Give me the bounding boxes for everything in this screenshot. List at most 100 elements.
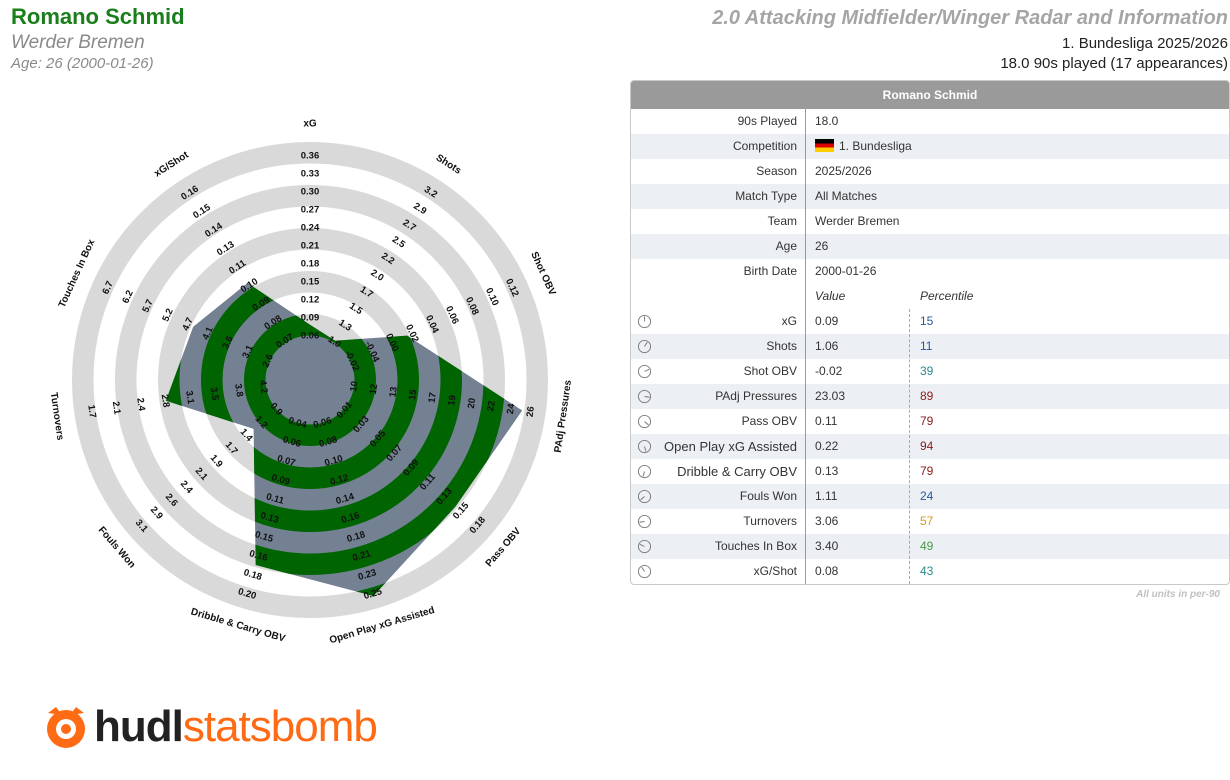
radar-tick-label: 20 bbox=[466, 397, 478, 409]
radar-tick-label: 2.4 bbox=[178, 479, 195, 497]
radar-axis-label: Shots bbox=[434, 152, 464, 177]
metric-label: Pass OBV bbox=[741, 414, 797, 428]
radar-tick-label: 2.1 bbox=[110, 401, 123, 416]
germany-flag-icon bbox=[815, 139, 834, 152]
metric-value: 0.22 bbox=[815, 439, 839, 453]
metric-percentile: 79 bbox=[920, 414, 934, 428]
radar-tick-label: 0.14 bbox=[335, 491, 357, 507]
metric-percentile: 89 bbox=[920, 389, 934, 403]
metric-label: Shots bbox=[766, 339, 797, 353]
radar-axis-label: Shot OBV bbox=[528, 250, 557, 297]
dial-icon bbox=[637, 389, 652, 404]
metric-percentile: 79 bbox=[920, 464, 934, 478]
logo-text-statsbomb: statsbomb bbox=[182, 702, 378, 751]
metric-label: Shot OBV bbox=[743, 364, 797, 378]
radar-tick-label: 0.33 bbox=[301, 169, 320, 180]
hudl-statsbomb-logo: hudl statsbomb bbox=[42, 702, 378, 752]
radar-tick-label: 0.11 bbox=[265, 491, 286, 507]
radar-tick-label: 0.06 bbox=[281, 434, 302, 450]
info-value: All Matches bbox=[815, 189, 878, 203]
radar-tick-label: 3.6 bbox=[220, 334, 235, 351]
metric-row: Shot OBV -0.02 39 bbox=[631, 359, 1229, 384]
radar-tick-label: 0.15 bbox=[301, 277, 320, 288]
radar-tick-label: 0.24 bbox=[301, 223, 320, 234]
info-label: Season bbox=[756, 164, 797, 178]
radar-tick-label: 2.4 bbox=[134, 397, 147, 412]
dial-icon bbox=[637, 414, 652, 429]
info-label: Competition bbox=[732, 139, 797, 153]
radar-tick-label: 0.16 bbox=[248, 548, 269, 564]
hudl-logo-icon bbox=[47, 707, 85, 748]
info-label: Birth Date bbox=[743, 264, 797, 278]
radar-tick-label: 17 bbox=[427, 392, 439, 404]
metric-label: Dribble & Carry OBV bbox=[677, 464, 797, 479]
info-label: Age bbox=[775, 239, 797, 253]
table-column-headers: Value Percentile bbox=[631, 284, 1229, 309]
metric-percentile: 24 bbox=[920, 489, 934, 503]
radar-tick-label: 0.30 bbox=[301, 187, 320, 198]
metric-percentile: 57 bbox=[920, 514, 934, 528]
metric-row: Fouls Won 1.11 24 bbox=[631, 484, 1229, 509]
radar-tick-label: 6.7 bbox=[100, 280, 115, 297]
metric-value: -0.02 bbox=[815, 364, 843, 378]
radar-tick-label: 0.25 bbox=[362, 586, 384, 602]
dial-icon bbox=[637, 564, 652, 579]
radar-tick-label: 0.23 bbox=[357, 567, 378, 583]
radar-tick-label: 4.1 bbox=[200, 325, 216, 342]
info-row: Season 2025/2026 bbox=[631, 159, 1229, 184]
radar-axis-label: xG/Shot bbox=[152, 149, 191, 179]
info-row: Age 26 bbox=[631, 234, 1229, 259]
radar-tick-label: 5.7 bbox=[140, 298, 155, 315]
metric-row: PAdj Pressures 23.03 89 bbox=[631, 384, 1229, 409]
metric-row: Open Play xG Assisted 0.22 94 bbox=[631, 434, 1229, 459]
radar-tick-label: 15 bbox=[407, 388, 419, 401]
radar-tick-label: 0.12 bbox=[329, 472, 350, 488]
info-row: Match Type All Matches bbox=[631, 184, 1229, 209]
metric-label: PAdj Pressures bbox=[715, 389, 797, 403]
metric-row: Pass OBV 0.11 79 bbox=[631, 409, 1229, 434]
metric-value: 1.06 bbox=[815, 339, 839, 353]
metric-value: 3.40 bbox=[815, 539, 839, 553]
metric-value: 0.11 bbox=[815, 414, 838, 428]
radar-tick-label: 6.2 bbox=[120, 289, 135, 306]
metric-label: Fouls Won bbox=[739, 489, 797, 503]
radar-tick-label: 5.2 bbox=[160, 307, 175, 324]
info-row: Team Werder Bremen bbox=[631, 209, 1229, 234]
radar-tick-label: 0.21 bbox=[351, 548, 373, 564]
radar-tick-label: 13 bbox=[387, 386, 399, 398]
radar-tick-label: 0.08 bbox=[318, 434, 339, 450]
player-name: Romano Schmid bbox=[11, 4, 185, 29]
radar-axis-label: Turnovers bbox=[48, 392, 66, 442]
footnote: All units in per-90 bbox=[1136, 589, 1220, 600]
metric-row: xG/Shot 0.08 43 bbox=[631, 559, 1229, 584]
dial-icon bbox=[637, 339, 652, 354]
metric-value: 23.03 bbox=[815, 389, 846, 403]
league-season: 1. Bundesliga 2025/2026 bbox=[1062, 35, 1228, 52]
metric-row: Touches In Box 3.40 49 bbox=[631, 534, 1229, 559]
info-row: Birth Date 2000-01-26 bbox=[631, 259, 1229, 284]
metric-percentile: 15 bbox=[920, 314, 934, 328]
metric-percentile: 11 bbox=[920, 339, 933, 353]
radar-tick-label: 3.1 bbox=[183, 390, 196, 405]
metric-value: 3.06 bbox=[815, 514, 839, 528]
percentile-column-header: Percentile bbox=[920, 289, 974, 303]
radar-tick-label: 1.7 bbox=[85, 404, 98, 419]
info-value: 2000-01-26 bbox=[815, 264, 877, 278]
dial-icon bbox=[637, 364, 652, 379]
metric-label: xG/Shot bbox=[753, 564, 797, 578]
radar-tick-label: 12 bbox=[368, 383, 380, 395]
metric-label: Turnovers bbox=[743, 514, 797, 528]
metric-percentile: 43 bbox=[920, 564, 934, 578]
age-line: Age: 26 (2000-01-26) bbox=[11, 55, 154, 72]
info-value: Werder Bremen bbox=[815, 214, 900, 228]
radar-tick-label: 0.15 bbox=[253, 529, 275, 545]
radar-tick-label: 3.5 bbox=[208, 386, 221, 401]
radar-tick-label: 0.27 bbox=[301, 205, 320, 216]
metric-value: 0.08 bbox=[815, 564, 839, 578]
metric-row: xG 0.09 15 bbox=[631, 309, 1229, 334]
metric-value: 0.09 bbox=[815, 314, 839, 328]
played-info: 18.0 90s played (17 appearances) bbox=[1000, 55, 1228, 72]
radar-ring-highlight bbox=[201, 282, 419, 489]
radar-tick-label: 2.8 bbox=[159, 393, 172, 408]
radar-tick-label: 2.9 bbox=[411, 201, 428, 217]
